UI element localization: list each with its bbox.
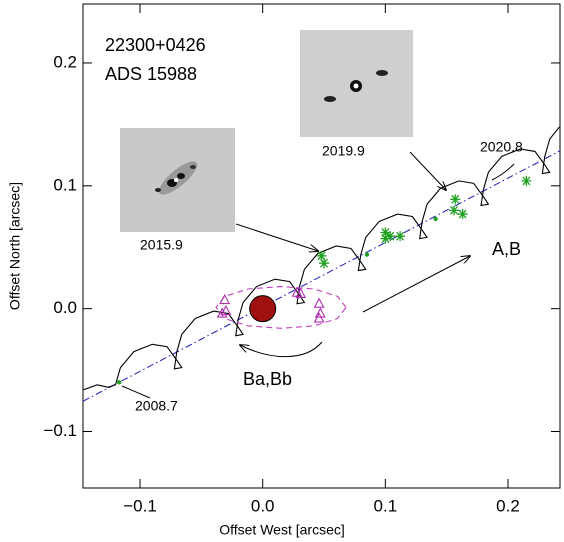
data-point [313,297,325,308]
y-tick-label: 0.1 [53,175,77,194]
annotation: Ba,Bb [243,369,292,389]
data-point [457,209,468,220]
data-point [313,312,325,323]
data-point [395,231,406,242]
annotation: 22300+0426 [105,35,206,55]
inset-image [300,30,413,137]
data-point [380,227,391,238]
data-point [219,293,231,305]
data-point [433,216,438,222]
data-point [319,258,330,269]
arrows [121,151,515,399]
x-axis-label: Offset West [arcsec] [219,522,345,538]
annotation: A,B [492,239,521,259]
orbit-line [82,150,561,402]
data-point [380,233,391,244]
data-point [364,252,370,257]
y-tick-label: 0.0 [53,298,77,317]
annotation: ADS 15988 [105,64,197,84]
x-tick-label: 0.0 [251,496,275,515]
data-point [216,307,228,318]
annotation: 2008.7 [135,398,178,414]
y-tick-label: 0.2 [53,52,77,71]
x-tick-label: −0.1 [123,496,157,515]
data-point [316,250,327,261]
plot-frame [82,3,561,489]
data-point [449,205,460,216]
data-point [385,231,396,242]
x-tick-label: 0.2 [496,496,520,515]
annotation: 2015.9 [140,237,183,253]
annotation: 2020.8 [480,139,523,155]
plot-area [82,126,561,402]
x-tick-label: 0.1 [374,496,398,515]
inset-image [120,128,235,232]
data-point [450,194,461,205]
data-point [295,287,307,298]
data-point [521,175,532,186]
data-point [116,380,122,385]
y-axis-label: Offset North [arcsec] [7,182,23,310]
annotation: 2019.9 [322,143,365,159]
orbit-line [83,126,560,391]
orbit-line [215,285,347,329]
data-point [249,295,277,323]
y-tick-label: −0.1 [43,421,77,440]
data-point [314,307,326,318]
